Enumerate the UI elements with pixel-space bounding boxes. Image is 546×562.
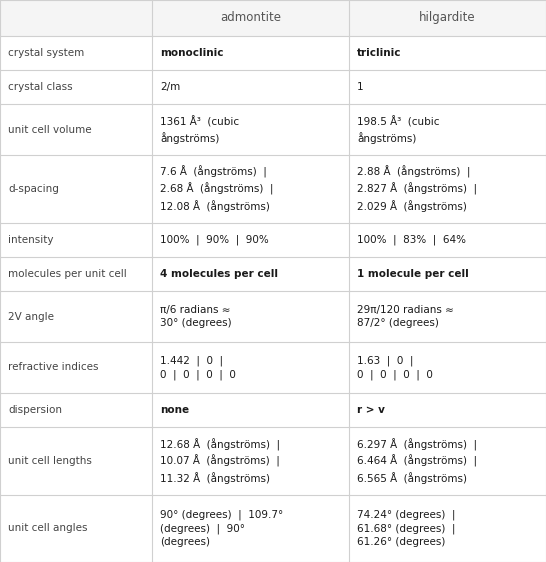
Text: d-spacing: d-spacing: [8, 184, 59, 194]
Text: triclinic: triclinic: [357, 48, 401, 58]
Text: unit cell lengths: unit cell lengths: [8, 456, 92, 466]
Text: monoclinic: monoclinic: [160, 48, 223, 58]
Bar: [0, 257, 546, 291]
Text: 1 molecule per cell: 1 molecule per cell: [357, 269, 469, 279]
Bar: [0, 0, 546, 35]
Text: 2V angle: 2V angle: [8, 311, 54, 321]
Bar: [0, 35, 546, 70]
Text: admontite: admontite: [220, 11, 281, 24]
Text: 100%  |  83%  |  64%: 100% | 83% | 64%: [357, 234, 466, 245]
Text: 2.88 Å  (ångströms)  |
2.827 Å  (ångströms)  |
2.029 Å  (ångströms): 2.88 Å (ångströms) | 2.827 Å (ångströms)…: [357, 166, 477, 212]
Text: 74.24° (degrees)  |
61.68° (degrees)  |
61.26° (degrees): 74.24° (degrees) | 61.68° (degrees) | 61…: [357, 509, 455, 547]
Text: 6.297 Å  (ångströms)  |
6.464 Å  (ångströms)  |
6.565 Å  (ångströms): 6.297 Å (ångströms) | 6.464 Å (ångströms…: [357, 438, 477, 484]
Text: unit cell angles: unit cell angles: [8, 523, 87, 533]
Text: crystal class: crystal class: [8, 82, 73, 92]
Text: crystal system: crystal system: [8, 48, 84, 58]
Text: 100%  |  90%  |  90%: 100% | 90% | 90%: [160, 234, 269, 245]
Text: 12.68 Å  (ångströms)  |
10.07 Å  (ångströms)  |
11.32 Å  (ångströms): 12.68 Å (ångströms) | 10.07 Å (ångströms…: [160, 438, 280, 484]
Text: r > v: r > v: [357, 405, 385, 415]
Text: 29π/120 radians ≈
87/2° (degrees): 29π/120 radians ≈ 87/2° (degrees): [357, 305, 454, 328]
Text: π/6 radians ≈
30° (degrees): π/6 radians ≈ 30° (degrees): [160, 305, 232, 328]
Text: unit cell volume: unit cell volume: [8, 125, 92, 135]
Bar: [0, 155, 546, 223]
Bar: [0, 393, 546, 427]
Text: 198.5 Å³  (cubic
ångströms): 198.5 Å³ (cubic ångströms): [357, 116, 440, 143]
Bar: [0, 70, 546, 105]
Text: dispersion: dispersion: [8, 405, 62, 415]
Text: 1.63  |  0  |
0  |  0  |  0  |  0: 1.63 | 0 | 0 | 0 | 0 | 0: [357, 355, 433, 380]
Text: none: none: [160, 405, 189, 415]
Bar: [0, 105, 546, 155]
Text: 1361 Å³  (cubic
ångströms): 1361 Å³ (cubic ångströms): [160, 116, 239, 143]
Text: 90° (degrees)  |  109.7°
(degrees)  |  90°
(degrees): 90° (degrees) | 109.7° (degrees) | 90° (…: [160, 509, 283, 547]
Text: 1.442  |  0  |
0  |  0  |  0  |  0: 1.442 | 0 | 0 | 0 | 0 | 0: [160, 355, 236, 380]
Text: 1: 1: [357, 82, 364, 92]
Text: molecules per unit cell: molecules per unit cell: [8, 269, 127, 279]
Text: intensity: intensity: [8, 235, 54, 244]
Bar: [0, 223, 546, 257]
Text: refractive indices: refractive indices: [8, 362, 98, 373]
Bar: [0, 291, 546, 342]
Text: 2/m: 2/m: [160, 82, 180, 92]
Text: hilgardite: hilgardite: [419, 11, 476, 24]
Bar: [0, 495, 546, 562]
Bar: [0, 342, 546, 393]
Text: 7.6 Å  (ångströms)  |
2.68 Å  (ångströms)  |
12.08 Å  (ångströms): 7.6 Å (ångströms) | 2.68 Å (ångströms) |…: [160, 166, 274, 212]
Bar: [0, 427, 546, 495]
Text: 4 molecules per cell: 4 molecules per cell: [160, 269, 278, 279]
